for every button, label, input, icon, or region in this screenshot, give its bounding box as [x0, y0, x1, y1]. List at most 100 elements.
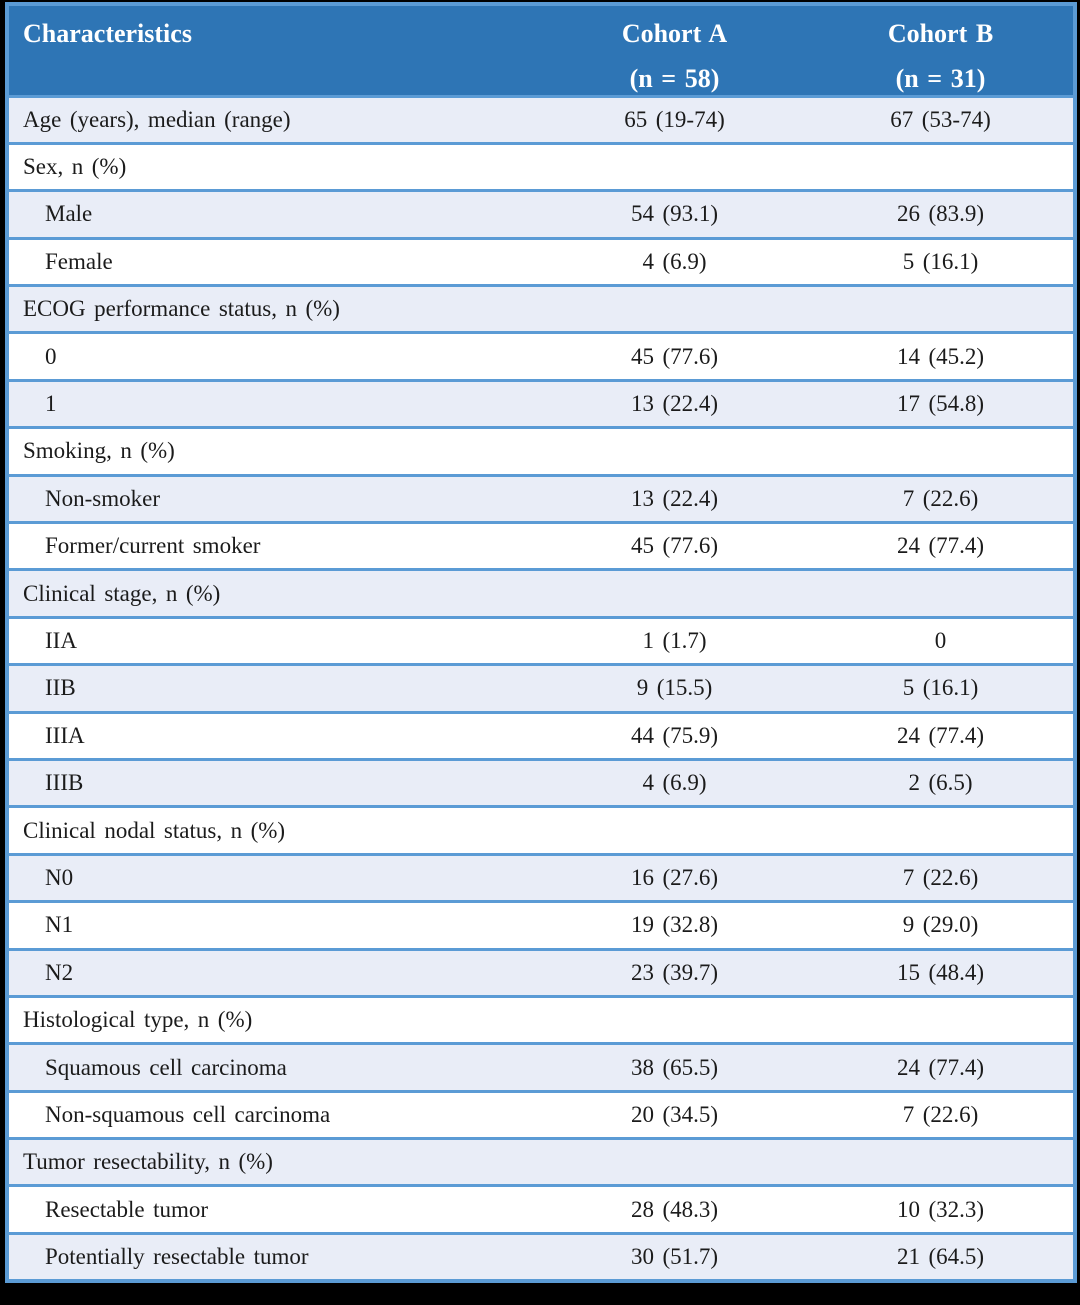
cohort-a-value: 20 (34.5) — [541, 1091, 808, 1141]
row-label: Sex, n (%) — [23, 154, 127, 180]
cohort-b-n: (n = 31) — [895, 64, 986, 93]
cohort-a-value: 4 (6.9) — [541, 759, 808, 809]
table-section-row: Sex, n (%) — [7, 143, 1075, 193]
cohort-a-value — [541, 996, 808, 1046]
row-label: Age (years), median (range) — [23, 106, 291, 132]
cohort-b-value: 2 (6.5) — [808, 759, 1075, 809]
row-label: N0 — [45, 864, 74, 890]
cohort-b-value — [808, 143, 1075, 193]
cohort-b-value: 24 (77.4) — [808, 1043, 1075, 1093]
cohort-b-value — [808, 996, 1075, 1046]
row-label: N1 — [45, 912, 74, 938]
cohort-b-value — [808, 806, 1075, 856]
column-header-cohort-a: Cohort A (n = 58) — [541, 4, 808, 98]
cohort-b-label: Cohort B — [887, 19, 994, 48]
table-row: Female 4 (6.9) 5 (16.1) — [7, 238, 1075, 288]
cohort-a-value: 13 (22.4) — [541, 475, 808, 525]
table-row: 1 13 (22.4) 17 (54.8) — [7, 380, 1075, 430]
column-header-characteristics: Characteristics — [7, 4, 541, 98]
table-row: IIB 9 (15.5) 5 (16.1) — [7, 664, 1075, 714]
table-section-row: Histological type, n (%) — [7, 996, 1075, 1046]
row-label: Former/current smoker — [45, 533, 261, 559]
row-label: IIIA — [45, 722, 85, 748]
row-label: Smoking, n (%) — [23, 438, 175, 464]
row-label: Resectable tumor — [45, 1196, 209, 1222]
table-row: Potentially resectable tumor 30 (51.7) 2… — [7, 1233, 1075, 1281]
cohort-a-value: 16 (27.6) — [541, 854, 808, 904]
table-row: IIIB 4 (6.9) 2 (6.5) — [7, 759, 1075, 809]
row-label: N2 — [45, 959, 74, 985]
cohort-a-value: 45 (77.6) — [541, 332, 808, 382]
cohort-a-value: 13 (22.4) — [541, 380, 808, 430]
cohort-b-value: 5 (16.1) — [808, 664, 1075, 714]
row-label: IIA — [45, 627, 77, 653]
cohort-b-value: 17 (54.8) — [808, 380, 1075, 430]
cohort-a-value — [541, 427, 808, 477]
characteristics-table-frame: Characteristics Cohort A (n = 58) Cohort… — [5, 2, 1077, 1283]
row-label: IIB — [45, 675, 76, 701]
cohort-b-value: 7 (22.6) — [808, 1091, 1075, 1141]
table-header: Characteristics Cohort A (n = 58) Cohort… — [7, 4, 1075, 98]
cohort-a-value: 28 (48.3) — [541, 1185, 808, 1235]
table-row: Squamous cell carcinoma 38 (65.5) 24 (77… — [7, 1043, 1075, 1093]
table-row: Male 54 (93.1) 26 (83.9) — [7, 190, 1075, 240]
cohort-a-value — [541, 1138, 808, 1188]
cohort-a-value — [541, 285, 808, 335]
table-row: 0 45 (77.6) 14 (45.2) — [7, 332, 1075, 382]
table-section-row: Smoking, n (%) — [7, 427, 1075, 477]
table-row: N2 23 (39.7) 15 (48.4) — [7, 949, 1075, 998]
table-row: Non-squamous cell carcinoma 20 (34.5) 7 … — [7, 1091, 1075, 1141]
row-label: Female — [45, 248, 113, 274]
cohort-b-value — [808, 1138, 1075, 1188]
row-label: Potentially resectable tumor — [45, 1243, 309, 1269]
row-label: ECOG performance status, n (%) — [23, 296, 340, 322]
row-label: Non-smoker — [45, 485, 160, 511]
cohort-b-value: 24 (77.4) — [808, 522, 1075, 572]
cohort-a-value: 9 (15.5) — [541, 664, 808, 714]
table-row: IIIA 44 (75.9) 24 (77.4) — [7, 712, 1075, 761]
cohort-a-value: 19 (32.8) — [541, 901, 808, 951]
cohort-b-value: 26 (83.9) — [808, 190, 1075, 240]
cohort-b-value: 15 (48.4) — [808, 949, 1075, 998]
cohort-b-value — [808, 427, 1075, 477]
cohort-b-value: 10 (32.3) — [808, 1185, 1075, 1235]
row-label: 0 — [45, 343, 57, 369]
cohort-a-value: 54 (93.1) — [541, 190, 808, 240]
cohort-b-value: 67 (53-74) — [808, 96, 1075, 145]
cohort-b-value: 7 (22.6) — [808, 854, 1075, 904]
cohort-b-value: 5 (16.1) — [808, 238, 1075, 288]
cohort-a-value: 44 (75.9) — [541, 712, 808, 761]
row-label: Non-squamous cell carcinoma — [45, 1101, 331, 1127]
table-row: Former/current smoker 45 (77.6) 24 (77.4… — [7, 522, 1075, 572]
table-row: Non-smoker 13 (22.4) 7 (22.6) — [7, 475, 1075, 525]
row-label: Histological type, n (%) — [23, 1007, 253, 1033]
cohort-a-value — [541, 143, 808, 193]
cohort-b-value: 24 (77.4) — [808, 712, 1075, 761]
characteristics-table: Characteristics Cohort A (n = 58) Cohort… — [5, 2, 1077, 1283]
table-row: IIA 1 (1.7) 0 — [7, 617, 1075, 667]
cohort-a-value: 45 (77.6) — [541, 522, 808, 572]
cohort-b-value: 9 (29.0) — [808, 901, 1075, 951]
table-row: Resectable tumor 28 (48.3) 10 (32.3) — [7, 1185, 1075, 1235]
cohort-a-value: 4 (6.9) — [541, 238, 808, 288]
cohort-b-value — [808, 285, 1075, 335]
cohort-a-value: 38 (65.5) — [541, 1043, 808, 1093]
cohort-a-value: 65 (19-74) — [541, 96, 808, 145]
cohort-b-value: 0 — [808, 617, 1075, 667]
column-header-cohort-b: Cohort B (n = 31) — [808, 4, 1075, 98]
cohort-a-value — [541, 806, 808, 856]
table-row: N0 16 (27.6) 7 (22.6) — [7, 854, 1075, 904]
cohort-a-value: 23 (39.7) — [541, 949, 808, 998]
cohort-a-value: 30 (51.7) — [541, 1233, 808, 1281]
table-section-row: Tumor resectability, n (%) — [7, 1138, 1075, 1188]
table-row: N1 19 (32.8) 9 (29.0) — [7, 901, 1075, 951]
row-label: Male — [45, 201, 93, 227]
table-body: Age (years), median (range) 65 (19-74) 6… — [7, 96, 1075, 1281]
table-header-row: Characteristics Cohort A (n = 58) Cohort… — [7, 4, 1075, 98]
row-label: Clinical nodal status, n (%) — [23, 817, 286, 843]
cohort-b-value: 14 (45.2) — [808, 332, 1075, 382]
row-label: Clinical stage, n (%) — [23, 580, 221, 606]
table-section-row: ECOG performance status, n (%) — [7, 285, 1075, 335]
table-section-row: Clinical stage, n (%) — [7, 569, 1075, 619]
table-section-row: Clinical nodal status, n (%) — [7, 806, 1075, 856]
